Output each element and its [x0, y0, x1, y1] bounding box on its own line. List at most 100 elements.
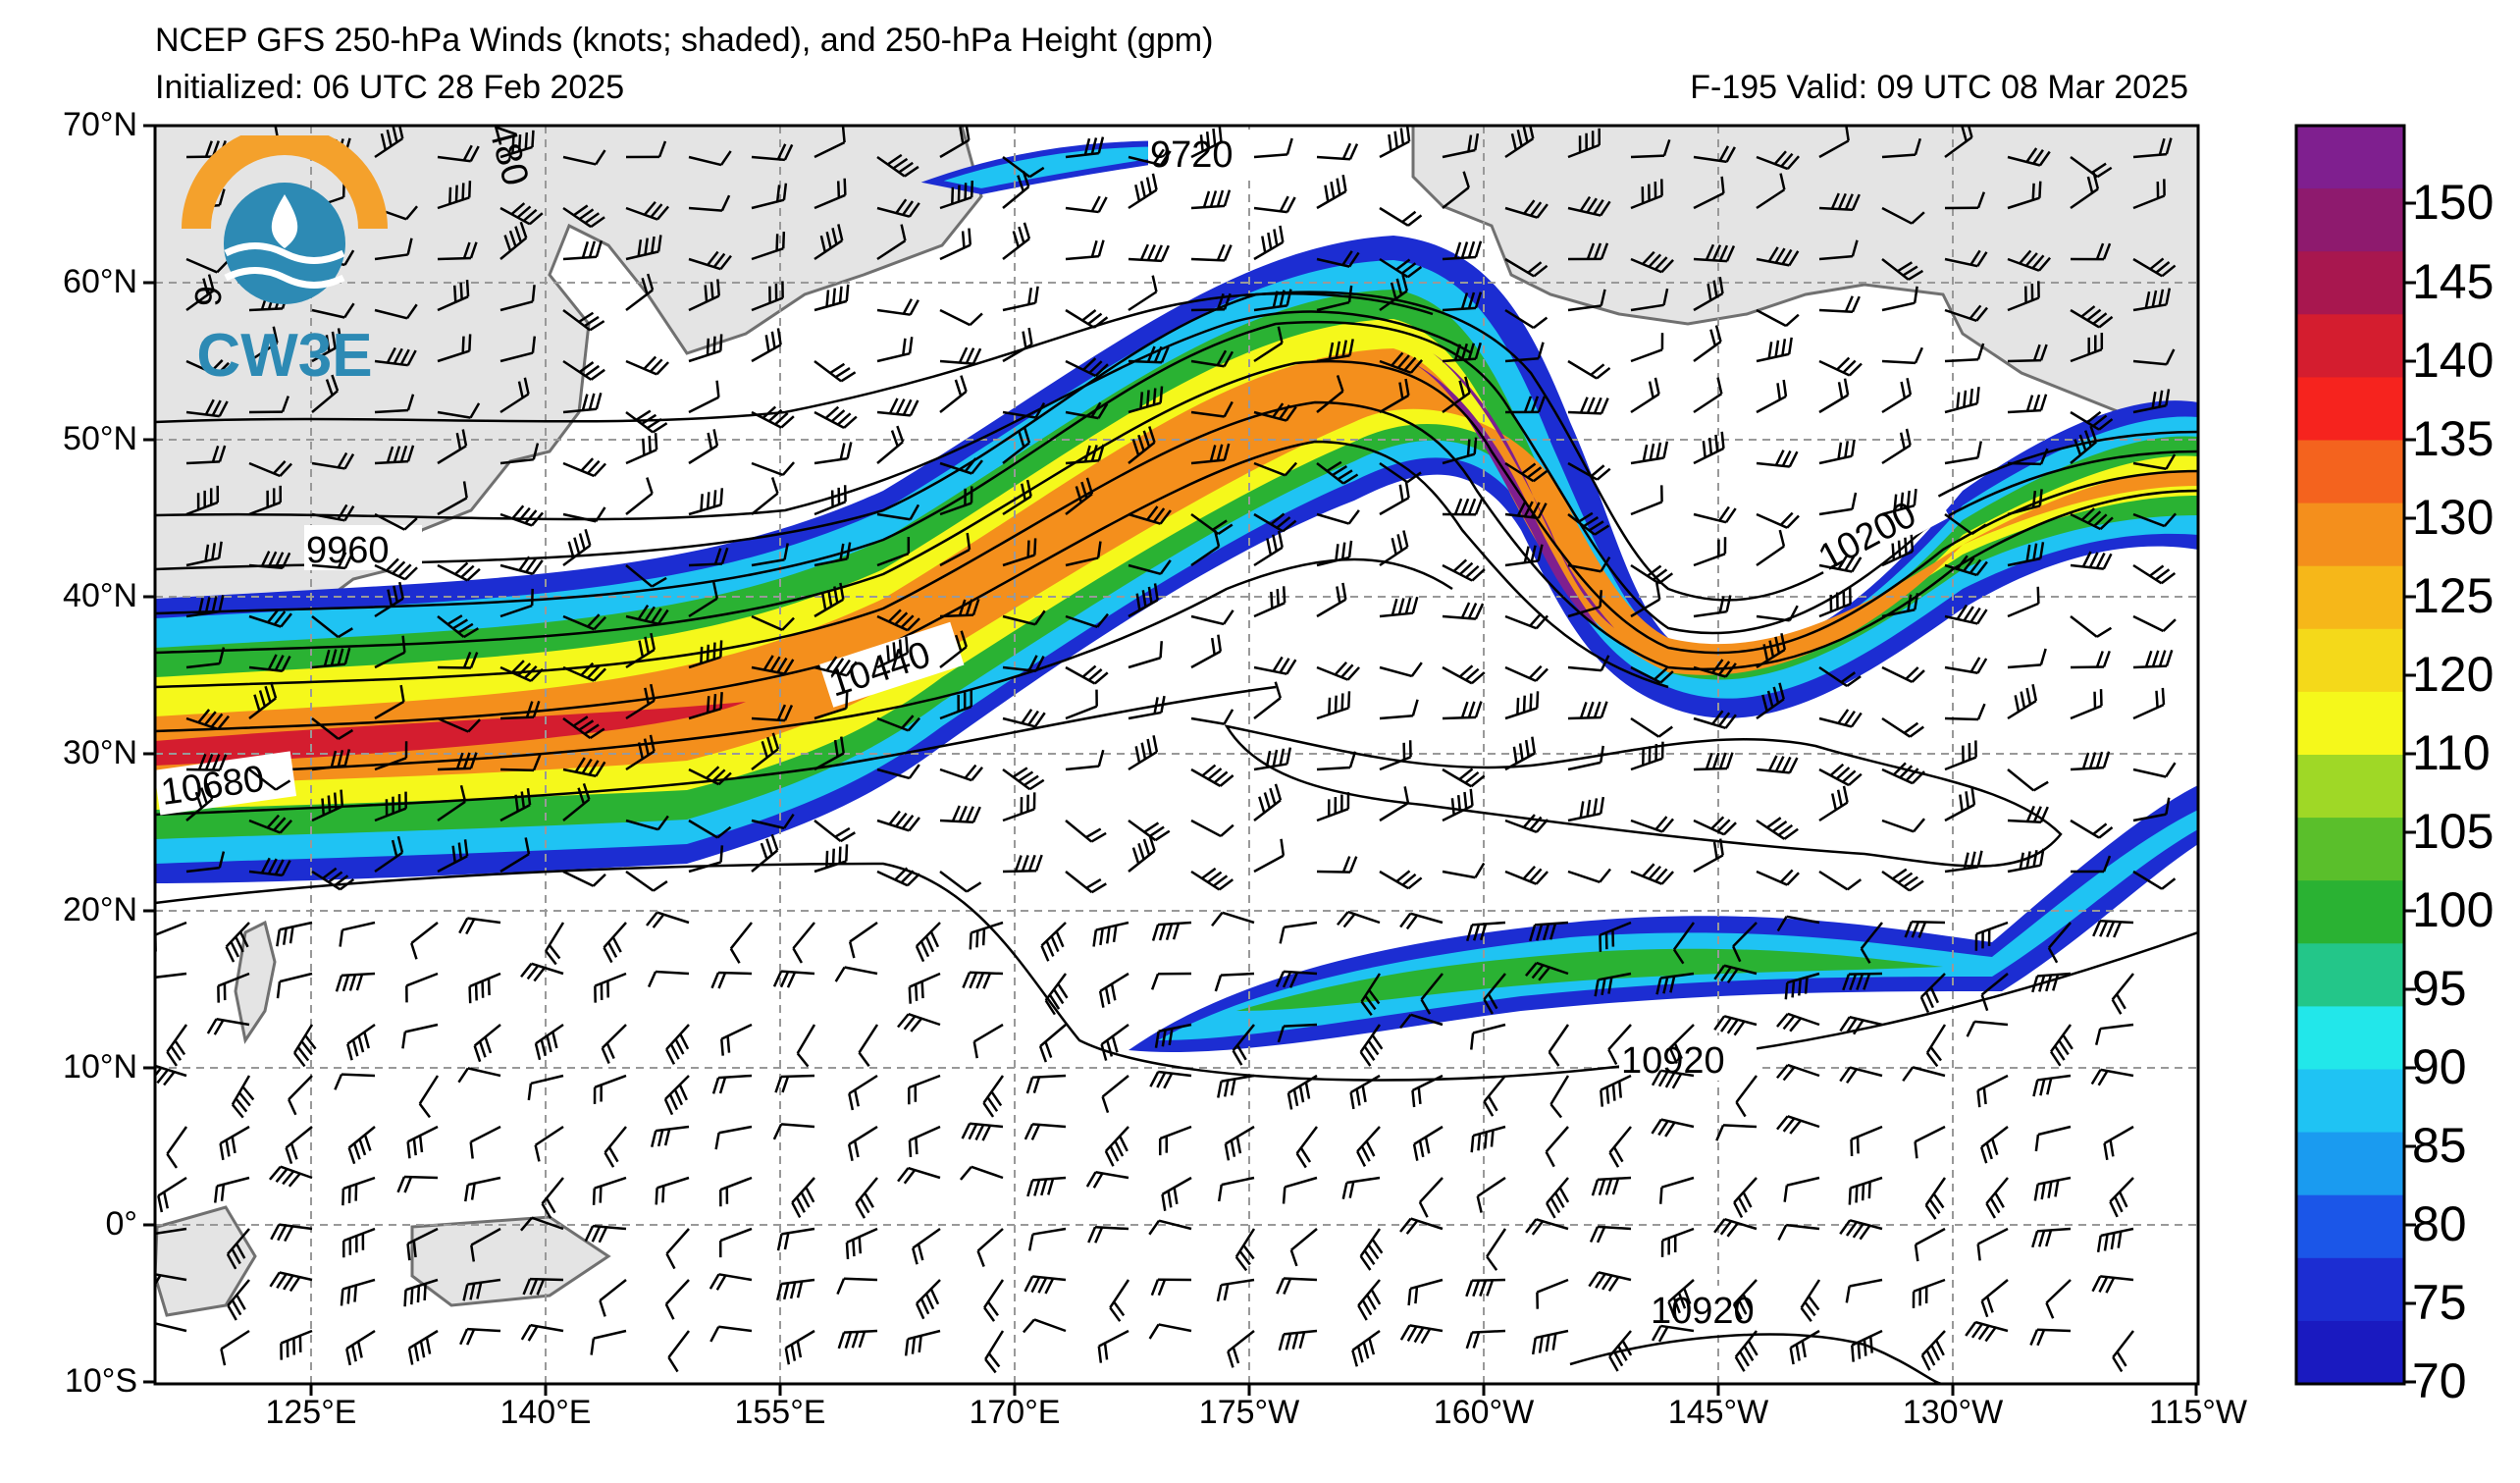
wind-barb — [688, 547, 729, 567]
wind-barb — [1316, 174, 1347, 210]
wind-barb — [1002, 538, 1037, 567]
colorbar-bin — [2296, 1194, 2404, 1259]
lat-label-20n: 20°N — [63, 891, 137, 928]
wind-barb — [541, 1177, 564, 1219]
wind-barb — [1944, 850, 1983, 874]
wind-barb — [437, 280, 470, 312]
wind-barb — [1944, 787, 1976, 822]
wind-barb — [1379, 274, 1409, 312]
wind-barb — [1985, 1177, 2009, 1219]
wind-barb — [625, 355, 669, 376]
wind-barb — [1002, 792, 1036, 822]
colorbar-bin — [2296, 565, 2404, 630]
wind-barb — [1128, 505, 1172, 525]
wind-barb — [562, 782, 591, 821]
wind-barb — [1128, 834, 1156, 873]
wind-barb — [1655, 972, 1695, 995]
wind-barb — [751, 405, 795, 429]
wind-barb — [1734, 1330, 1759, 1372]
wind-barb — [908, 972, 941, 1004]
wind-barb — [688, 250, 732, 271]
wind-barb — [406, 1227, 439, 1261]
map-panel: 9720 9960 10440 10680 10200 10920 10920 … — [155, 126, 2198, 1384]
wind-barb — [1818, 870, 1863, 891]
wind-barb — [311, 867, 355, 891]
wind-barb — [625, 564, 667, 588]
wind-barb — [1128, 345, 1170, 364]
wind-barb — [248, 609, 292, 628]
wind-barb — [1660, 1227, 1695, 1257]
wind-barb — [1504, 544, 1544, 567]
colorbar-bin — [2296, 126, 2404, 189]
wind-barb — [1504, 736, 1537, 771]
wind-barb — [1104, 1126, 1129, 1167]
colorbar-bin — [2296, 1069, 2404, 1134]
wind-barb — [907, 1074, 941, 1105]
wind-barb — [1881, 428, 1912, 465]
wind-barb — [814, 178, 847, 210]
wind-barb — [1337, 910, 1381, 928]
wind-barb — [1148, 1323, 1192, 1340]
wind-barb — [1630, 179, 1663, 210]
wind-barb — [796, 1024, 816, 1068]
wind-barb — [1588, 1271, 1632, 1293]
wind-barb — [1567, 359, 1611, 380]
lon-label-130w: 130°W — [1902, 1394, 2004, 1431]
wind-barb — [459, 1327, 501, 1346]
wind-barb — [2091, 1275, 2134, 1294]
wind-barb — [1065, 749, 1105, 771]
wind-barb — [1912, 1278, 1946, 1308]
wind-barb — [1476, 1176, 1506, 1213]
wind-barb — [1253, 461, 1298, 477]
wind-barb — [814, 736, 845, 771]
colorbar-bin — [2296, 628, 2404, 693]
wind-barb — [1025, 1074, 1067, 1094]
wind-barb — [374, 346, 417, 367]
wind-barb — [814, 485, 847, 516]
wind-barb — [1525, 961, 1569, 981]
wind-barb — [1399, 1217, 1444, 1235]
colorbar-bin — [2296, 1320, 2404, 1385]
wind-barb — [1904, 920, 1946, 938]
wind-barb — [1693, 838, 1724, 874]
wind-barb — [772, 1123, 815, 1140]
lat-label-70n: 70°N — [63, 106, 137, 143]
wind-barb — [1693, 277, 1724, 312]
wind-barb — [1399, 1013, 1444, 1030]
wind-barb — [499, 754, 542, 772]
wind-barb — [604, 1126, 627, 1168]
wind-barb — [1924, 1177, 1947, 1220]
wind-barb — [311, 374, 340, 413]
wind-barb — [1693, 325, 1722, 363]
wind-barb — [939, 532, 971, 567]
wind-barb — [837, 1329, 878, 1350]
wind-barb — [1316, 792, 1350, 822]
colorbar-label: 105 — [2412, 804, 2494, 859]
wind-barb — [1253, 838, 1286, 874]
wind-barb — [1756, 529, 1786, 567]
wind-barb — [562, 662, 606, 682]
wind-barb — [2007, 249, 2052, 272]
wind-barb — [1101, 1075, 1129, 1114]
wind-barb — [345, 1329, 376, 1366]
wind-barb — [848, 921, 878, 959]
wind-barb — [185, 274, 215, 312]
wind-barb — [1756, 308, 1800, 328]
wind-barb — [1842, 972, 1883, 991]
wind-barb — [915, 1279, 941, 1320]
wind-barb — [1693, 537, 1727, 567]
cw3e-logo: CW3E — [177, 126, 393, 390]
wind-barb — [470, 1227, 501, 1262]
wind-barb — [1190, 126, 1223, 159]
wind-barb — [1944, 304, 1988, 323]
wind-barb — [1097, 1329, 1129, 1363]
wind-barb — [1529, 921, 1569, 942]
wind-barb — [1190, 243, 1233, 262]
wind-barb — [1065, 401, 1109, 420]
wind-barb — [904, 1329, 941, 1356]
wind-barb — [1277, 1023, 1318, 1043]
wind-barb — [185, 398, 229, 418]
wind-barb — [1442, 558, 1486, 582]
wind-barb — [562, 715, 605, 740]
wind-barb — [1651, 1118, 1695, 1138]
